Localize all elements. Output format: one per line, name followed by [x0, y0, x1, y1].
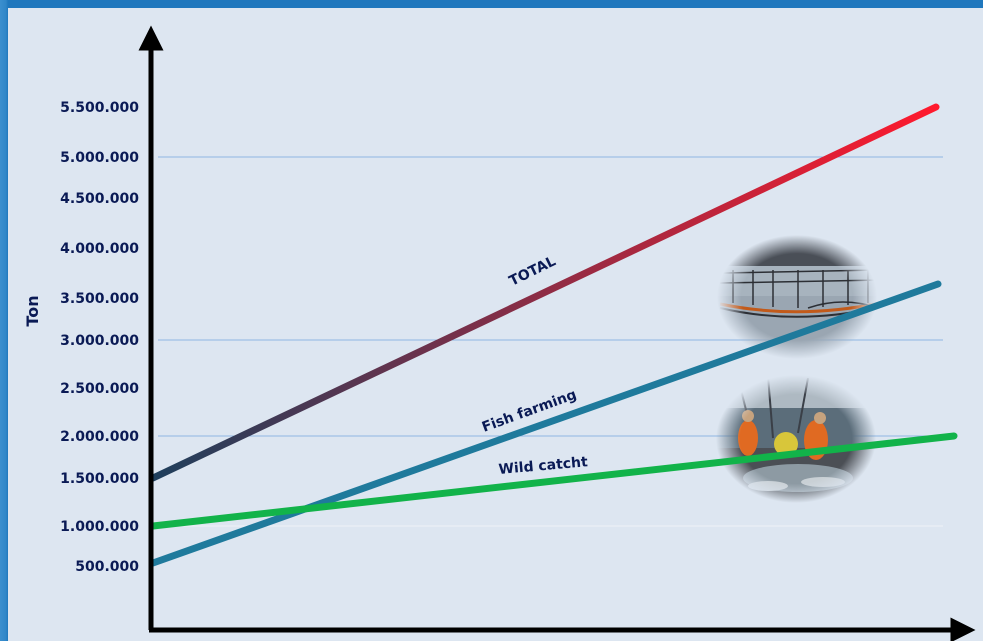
- series-line-wild-catcht: [149, 432, 958, 530]
- y-tick-label: 2.000.000: [60, 429, 139, 445]
- y-tick-label: 1.500.000: [60, 471, 139, 487]
- y-tick-label: 500.000: [75, 559, 139, 575]
- y-tick-label: 2.500.000: [60, 381, 139, 397]
- line-chart: 500.000 1.000.000 1.500.000 2.000.000 2.500.…: [23, 25, 976, 641]
- series-line-fish-farming: [149, 280, 942, 567]
- fishermen-on-boat-photo: [713, 373, 883, 508]
- y-tick-label: 4.000.000: [60, 241, 139, 257]
- series-label-total: TOTAL: [507, 253, 559, 289]
- series-label-wild-catch: Wild catcht: [498, 454, 589, 478]
- y-axis-tick-labels: 500.000 1.000.000 1.500.000 2.000.000 2.500.…: [60, 100, 139, 575]
- y-tick-label: 3.500.000: [60, 291, 139, 307]
- series-lines: [149, 103, 958, 567]
- y-tick-label: 5.000.000: [60, 150, 139, 166]
- fish-farm-cages-photo: [713, 233, 883, 366]
- y-tick-label: 3.000.000: [60, 333, 139, 349]
- y-axis-label: Ton: [23, 295, 42, 326]
- y-tick-label: 1.000.000: [60, 519, 139, 535]
- slide-background: 500.000 1.000.000 1.500.000 2.000.000 2.500.…: [8, 8, 983, 641]
- series-line-total: [149, 103, 940, 482]
- y-tick-label: 5.500.000: [60, 100, 139, 116]
- y-tick-label: 4.500.000: [60, 191, 139, 207]
